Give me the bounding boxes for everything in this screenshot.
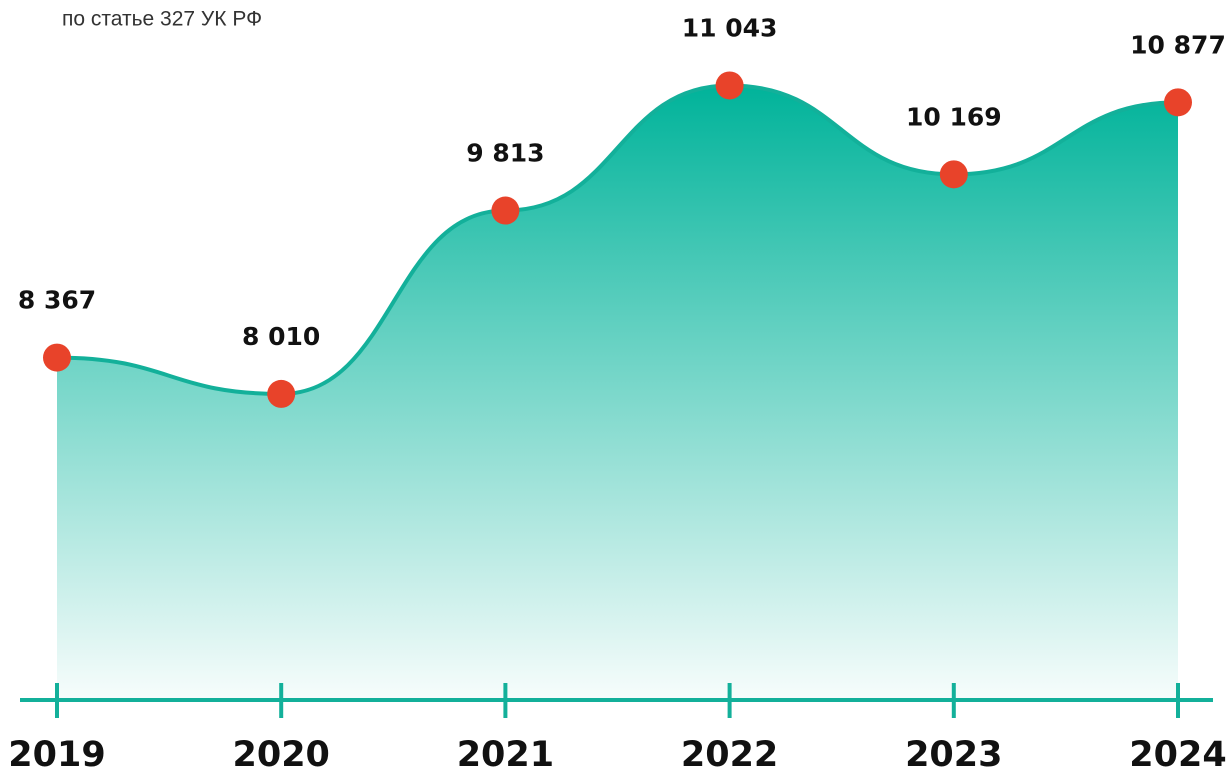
point <box>491 196 520 225</box>
x-tick-label: 2021 <box>457 735 554 773</box>
x-tick-label: 2020 <box>232 735 329 773</box>
x-tick-label: 2022 <box>681 735 778 773</box>
value-label: 11 043 <box>682 13 778 42</box>
x-tick-label: 2023 <box>905 735 1002 773</box>
value-label: 8 010 <box>242 322 320 351</box>
value-label: 8 367 <box>18 286 96 315</box>
point <box>939 160 968 189</box>
x-tick-label: 2019 <box>8 735 105 773</box>
point <box>1164 88 1192 117</box>
point <box>267 379 296 408</box>
chart-subtitle: по статье 327 УК РФ <box>62 8 262 31</box>
point <box>715 71 744 100</box>
value-label: 10 169 <box>906 102 1002 131</box>
line <box>56 83 1179 396</box>
value-label: 10 877 <box>1130 30 1226 59</box>
value-label: 9 813 <box>466 139 544 168</box>
point <box>43 343 71 372</box>
x-tick-label: 2024 <box>1129 735 1226 773</box>
area <box>57 85 1178 700</box>
